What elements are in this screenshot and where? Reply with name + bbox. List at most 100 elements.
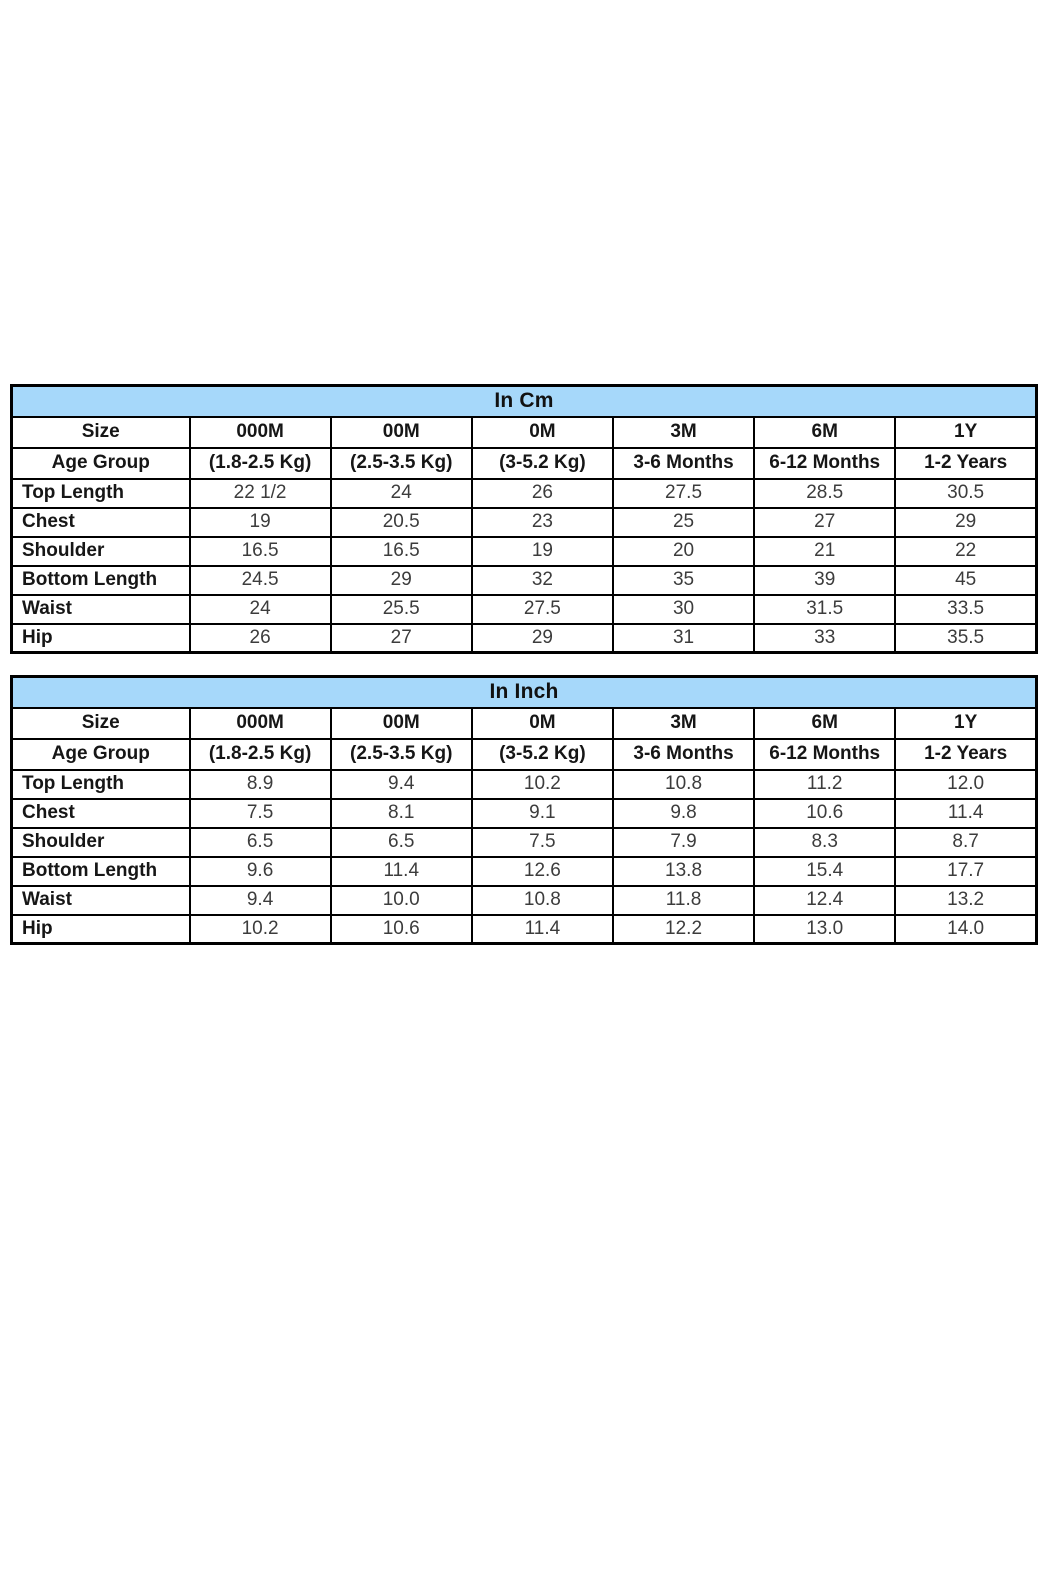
age-group-cell: (3-5.2 Kg) — [470, 737, 614, 771]
measurement-value: 31.5 — [753, 593, 897, 625]
measurement-label: Hip — [10, 913, 191, 945]
measurement-label: Waist — [10, 593, 191, 625]
measurement-value: 24 — [329, 477, 473, 509]
measurement-value: 10.2 — [470, 768, 614, 800]
size-header-cell: 0M — [470, 706, 614, 740]
size-header-label: Size — [10, 706, 191, 740]
measurement-label: Shoulder — [10, 826, 191, 858]
table-title: In Inch — [10, 675, 1038, 709]
measurement-value: 32 — [470, 564, 614, 596]
age-group-label: Age Group — [10, 446, 191, 480]
measurement-value: 9.6 — [188, 855, 332, 887]
age-group-cell: 6-12 Months — [753, 446, 897, 480]
measurement-value: 26 — [188, 622, 332, 654]
size-header-label: Size — [10, 415, 191, 449]
measurement-value: 20.5 — [329, 506, 473, 538]
table-title-row: In Inch — [10, 675, 1038, 709]
measurement-value: 16.5 — [329, 535, 473, 567]
size-header-cell: 6M — [753, 706, 897, 740]
size-table-cm: In Cm Size 000M 00M 0M 3M 6M 1Y Age Group (1.8-2.… — [10, 384, 1038, 654]
measurement-label: Top Length — [10, 477, 191, 509]
age-group-row: Age Group (1.8-2.5 Kg) (2.5-3.5 Kg) (3-5.2 … — [10, 737, 1038, 771]
age-group-cell: (2.5-3.5 Kg) — [329, 737, 473, 771]
size-header-cell: 3M — [611, 415, 756, 449]
measurement-label: Waist — [10, 884, 191, 916]
measurement-value: 16.5 — [188, 535, 332, 567]
age-group-label: Age Group — [10, 737, 191, 771]
age-group-cell: 3-6 Months — [611, 737, 756, 771]
measurement-value: 27.5 — [611, 477, 756, 509]
size-header-cell: 1Y — [894, 706, 1038, 740]
measurement-value: 20 — [611, 535, 756, 567]
measurement-value: 8.1 — [329, 797, 473, 829]
size-chart-tables: In Cm Size 000M 00M 0M 3M 6M 1Y Age Group (1.8-2.… — [10, 384, 1038, 966]
measurement-value: 24.5 — [188, 564, 332, 596]
measurement-value: 25.5 — [329, 593, 473, 625]
measurement-value: 8.7 — [894, 826, 1038, 858]
measurement-value: 6.5 — [188, 826, 332, 858]
measurement-value: 12.6 — [470, 855, 614, 887]
measurement-value: 45 — [894, 564, 1038, 596]
measurement-value: 19 — [188, 506, 332, 538]
measurement-value: 11.4 — [894, 797, 1038, 829]
measurement-label: Chest — [10, 506, 191, 538]
age-group-row: Age Group (1.8-2.5 Kg) (2.5-3.5 Kg) (3-5.2 … — [10, 446, 1038, 480]
measurement-value: 30 — [611, 593, 756, 625]
measurement-row: Bottom Length 9.6 11.4 12.6 13.8 15.4 17.7 — [10, 855, 1038, 887]
measurement-value: 35.5 — [894, 622, 1038, 654]
measurement-label: Chest — [10, 797, 191, 829]
measurement-value: 10.6 — [753, 797, 897, 829]
size-header-cell: 00M — [329, 706, 473, 740]
measurement-value: 9.1 — [470, 797, 614, 829]
measurement-value: 25 — [611, 506, 756, 538]
age-group-cell: (1.8-2.5 Kg) — [188, 446, 332, 480]
measurement-value: 22 — [894, 535, 1038, 567]
size-header-cell: 1Y — [894, 415, 1038, 449]
measurement-label: Hip — [10, 622, 191, 654]
measurement-label: Bottom Length — [10, 564, 191, 596]
measurement-value: 35 — [611, 564, 756, 596]
measurement-value: 8.3 — [753, 826, 897, 858]
measurement-row: Hip 10.2 10.6 11.4 12.2 13.0 14.0 — [10, 913, 1038, 945]
measurement-value: 27 — [753, 506, 897, 538]
age-group-cell: (2.5-3.5 Kg) — [329, 446, 473, 480]
measurement-value: 22 1/2 — [188, 477, 332, 509]
measurement-value: 11.8 — [611, 884, 756, 916]
age-group-cell: 6-12 Months — [753, 737, 897, 771]
measurement-value: 14.0 — [894, 913, 1038, 945]
measurement-value: 29 — [894, 506, 1038, 538]
measurement-value: 29 — [329, 564, 473, 596]
age-group-cell: 1-2 Years — [894, 446, 1038, 480]
age-group-cell: (3-5.2 Kg) — [470, 446, 614, 480]
measurement-row: Waist 9.4 10.0 10.8 11.8 12.4 13.2 — [10, 884, 1038, 916]
measurement-value: 12.2 — [611, 913, 756, 945]
measurement-row: Top Length 8.9 9.4 10.2 10.8 11.2 12.0 — [10, 768, 1038, 800]
measurement-value: 11.4 — [470, 913, 614, 945]
measurement-row: Top Length 22 1/2 24 26 27.5 28.5 30.5 — [10, 477, 1038, 509]
measurement-value: 8.9 — [188, 768, 332, 800]
measurement-value: 7.9 — [611, 826, 756, 858]
age-group-cell: (1.8-2.5 Kg) — [188, 737, 332, 771]
measurement-value: 28.5 — [753, 477, 897, 509]
measurement-value: 17.7 — [894, 855, 1038, 887]
measurement-label: Shoulder — [10, 535, 191, 567]
measurement-value: 23 — [470, 506, 614, 538]
measurement-value: 10.0 — [329, 884, 473, 916]
measurement-value: 12.4 — [753, 884, 897, 916]
measurement-value: 33 — [753, 622, 897, 654]
measurement-value: 7.5 — [470, 826, 614, 858]
measurement-value: 9.4 — [188, 884, 332, 916]
measurement-value: 19 — [470, 535, 614, 567]
measurement-label: Bottom Length — [10, 855, 191, 887]
measurement-value: 26 — [470, 477, 614, 509]
age-group-cell: 1-2 Years — [894, 737, 1038, 771]
measurement-value: 31 — [611, 622, 756, 654]
measurement-value: 30.5 — [894, 477, 1038, 509]
size-header-cell: 0M — [470, 415, 614, 449]
size-header-cell: 00M — [329, 415, 473, 449]
measurement-row: Waist 24 25.5 27.5 30 31.5 33.5 — [10, 593, 1038, 625]
size-header-row: Size 000M 00M 0M 3M 6M 1Y — [10, 706, 1038, 740]
measurement-value: 24 — [188, 593, 332, 625]
measurement-value: 15.4 — [753, 855, 897, 887]
